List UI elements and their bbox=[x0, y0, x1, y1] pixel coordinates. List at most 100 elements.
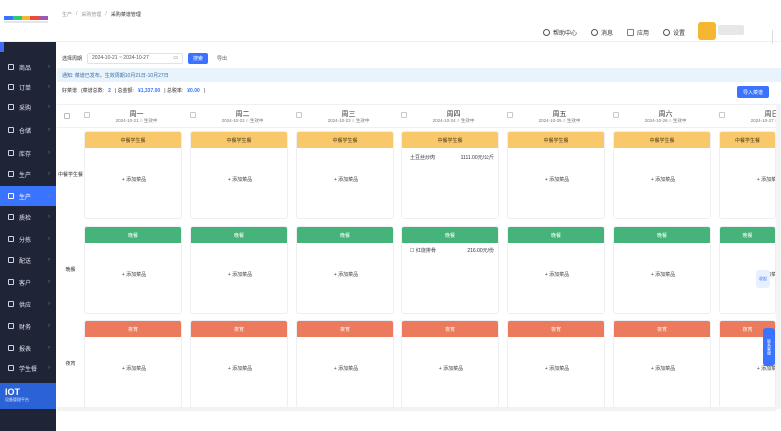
day-checkbox[interactable] bbox=[613, 112, 619, 118]
day-checkbox[interactable] bbox=[507, 112, 513, 118]
production-icon bbox=[8, 171, 14, 177]
dish-item[interactable]: 土豆丝炒肉 1111.00元/公斤 bbox=[410, 155, 494, 161]
add-dish-button[interactable]: + 添加菜品 bbox=[121, 272, 147, 278]
sidebar-item[interactable]: 生产 › bbox=[0, 164, 56, 184]
avatar[interactable] bbox=[698, 22, 716, 40]
add-dish-button[interactable]: + 添加菜品 bbox=[544, 272, 570, 278]
meal-cell[interactable]: 夜宵 + 添加菜品 bbox=[190, 320, 288, 408]
day-checkbox[interactable] bbox=[190, 112, 196, 118]
day-name: 周六 bbox=[658, 111, 673, 118]
add-dish-button[interactable]: + 添加菜品 bbox=[756, 177, 776, 183]
iot-banner[interactable]: IOT 设备管理平台 bbox=[0, 383, 56, 409]
breadcrumb-item[interactable]: 采购管理 bbox=[81, 12, 102, 18]
day-checkbox[interactable] bbox=[296, 112, 302, 118]
add-dish-button[interactable]: + 添加菜品 bbox=[121, 366, 147, 372]
add-dish-button[interactable]: + 添加菜品 bbox=[650, 177, 676, 183]
meal-type-bar: 夜宵 bbox=[614, 321, 710, 337]
day-checkbox[interactable] bbox=[401, 112, 407, 118]
breadcrumb-item[interactable]: 生产 bbox=[62, 12, 73, 18]
meal-type-bar: 夜宵 bbox=[402, 321, 498, 337]
add-dish-button[interactable]: + 添加菜品 bbox=[544, 177, 570, 183]
date-range-picker[interactable]: 2024-10-21 ~ 2024-10-27 ▭ bbox=[87, 52, 184, 64]
breadcrumb-current: 采购菜谱管理 bbox=[110, 12, 141, 18]
meal-cell[interactable]: 晚餐 + 添加菜品 bbox=[190, 226, 288, 314]
add-dish-button[interactable]: + 添加菜品 bbox=[227, 366, 253, 372]
meal-type-bar: 晚餐 bbox=[614, 227, 710, 243]
add-dish-button[interactable]: + 添加菜品 bbox=[650, 366, 676, 372]
apps-button[interactable]: 应用 bbox=[627, 28, 649, 37]
sidebar-item[interactable]: 商品 › bbox=[0, 57, 56, 77]
user-name-blurred[interactable] bbox=[718, 25, 744, 35]
meal-cell[interactable]: 中餐学生餐 + 添加菜品 bbox=[507, 131, 605, 219]
day-checkbox[interactable] bbox=[719, 112, 725, 118]
meal-cell[interactable]: 中餐学生餐 + 添加菜品 bbox=[296, 131, 394, 219]
meal-cell[interactable]: 中餐学生餐 + 添加菜品 bbox=[613, 131, 711, 219]
day-date: 2024-10-27 ○ 生效中 bbox=[750, 118, 781, 123]
help-button[interactable]: 帮助中心 bbox=[543, 28, 577, 37]
meal-cell[interactable]: 晚餐 + 添加菜品 bbox=[613, 226, 711, 314]
meal-cell[interactable]: 晚餐 + 添加菜品 bbox=[507, 226, 605, 314]
add-dish-button[interactable]: + 添加菜品 bbox=[333, 177, 359, 183]
add-dish-button[interactable]: + 添加菜品 bbox=[333, 272, 359, 278]
sidebar-item[interactable]: 供应 › bbox=[0, 294, 56, 314]
horizontal-scrollbar[interactable] bbox=[57, 407, 776, 411]
export-button[interactable]: 导出 bbox=[217, 55, 228, 62]
meal-cell[interactable]: 夜宵 + 添加菜品 bbox=[84, 320, 182, 408]
meal-cell[interactable]: 夜宵 + 添加菜品 bbox=[613, 320, 711, 408]
meal-cell[interactable]: 夜宵 + 添加菜品 bbox=[507, 320, 605, 408]
meal-cell[interactable]: 晚餐 + 添加菜品 bbox=[84, 226, 182, 314]
sidebar-item[interactable]: 学生餐 › bbox=[0, 358, 56, 378]
sidebar-item[interactable]: 配送 › bbox=[0, 250, 56, 270]
meal-cell[interactable]: 晚餐 ☐ 红烧排骨 216.00元/份 bbox=[401, 226, 499, 314]
sidebar-item[interactable]: 库存 › bbox=[0, 143, 56, 163]
search-button[interactable]: 搜索 bbox=[188, 52, 209, 64]
brand-logo[interactable] bbox=[4, 16, 48, 20]
sidebar-item-label: 配送 bbox=[19, 258, 32, 265]
day-name: 周一 bbox=[129, 111, 144, 118]
meal-type-bar: 夜宵 bbox=[85, 321, 181, 337]
sidebar-item[interactable]: 订单 › bbox=[0, 77, 56, 97]
sidebar-item-label: 仓储 bbox=[19, 128, 32, 135]
sidebar-item-label: 供应 bbox=[19, 302, 32, 309]
top-actions: 帮助中心 消息 应用 设置 bbox=[543, 28, 685, 37]
messages-button[interactable]: 消息 bbox=[591, 28, 613, 37]
day-date: 2024-10-22 ○ 生效中 bbox=[221, 118, 264, 123]
sidebar-item-label: 采购 bbox=[19, 105, 32, 112]
sidebar-item[interactable]: 报表 › bbox=[0, 338, 56, 358]
sidebar-item[interactable]: 仓储 › bbox=[0, 120, 56, 140]
add-dish-button[interactable]: + 添加菜品 bbox=[227, 177, 253, 183]
add-dish-button[interactable]: + 添加菜品 bbox=[544, 366, 570, 372]
chevron-right-icon: › bbox=[48, 236, 50, 242]
dish-item[interactable]: ☐ 红烧排骨 216.00元/份 bbox=[410, 248, 494, 254]
day-checkbox[interactable] bbox=[84, 112, 90, 118]
sidebar-item[interactable]: 生产 › bbox=[0, 186, 56, 206]
add-dish-button[interactable]: + 添加菜品 bbox=[227, 272, 253, 278]
sidebar-item[interactable]: 质检 › bbox=[0, 207, 56, 227]
customer-service-tab[interactable]: 联系客服 bbox=[763, 328, 775, 366]
collapse-float-button[interactable]: 收起 bbox=[756, 270, 770, 288]
sidebar-item[interactable]: 采购 › bbox=[0, 97, 56, 117]
goods-icon bbox=[8, 64, 14, 70]
meal-cell[interactable]: 中餐学生餐 + 添加菜品 bbox=[84, 131, 182, 219]
add-dish-button[interactable]: + 添加菜品 bbox=[756, 366, 776, 372]
meal-cell[interactable]: 夜宵 + 添加菜品 bbox=[401, 320, 499, 408]
add-dish-button[interactable]: + 添加菜品 bbox=[333, 366, 359, 372]
settings-button[interactable]: 设置 bbox=[663, 28, 685, 37]
day-date: 2024-10-26 ○ 生效中 bbox=[644, 118, 687, 123]
meal-cell[interactable]: 中餐学生餐 土豆丝炒肉 1111.00元/公斤 bbox=[401, 131, 499, 219]
sidebar-item[interactable]: 客户 › bbox=[0, 272, 56, 292]
add-dish-button[interactable]: + 添加菜品 bbox=[438, 366, 464, 372]
sidebar-item[interactable]: 财务 › bbox=[0, 316, 56, 336]
import-menu-button[interactable]: 导入菜谱 bbox=[737, 86, 769, 98]
meal-cell[interactable]: 晚餐 + 添加菜品 bbox=[296, 226, 394, 314]
sidebar-item[interactable]: 分拣 › bbox=[0, 229, 56, 249]
select-all-checkbox[interactable] bbox=[64, 113, 70, 119]
add-dish-button[interactable]: + 添加菜品 bbox=[121, 177, 147, 183]
meal-cell[interactable]: 中餐学生餐 + 添加菜品 bbox=[719, 131, 776, 219]
vertical-scrollbar[interactable] bbox=[776, 104, 781, 409]
calendar-icon: ▭ bbox=[173, 55, 179, 61]
add-dish-button[interactable]: + 添加菜品 bbox=[650, 272, 676, 278]
meal-cell[interactable]: 中餐学生餐 + 添加菜品 bbox=[190, 131, 288, 219]
meal-cell[interactable]: 夜宵 + 添加菜品 bbox=[296, 320, 394, 408]
sidebar-item-label: 生产 bbox=[19, 172, 32, 179]
